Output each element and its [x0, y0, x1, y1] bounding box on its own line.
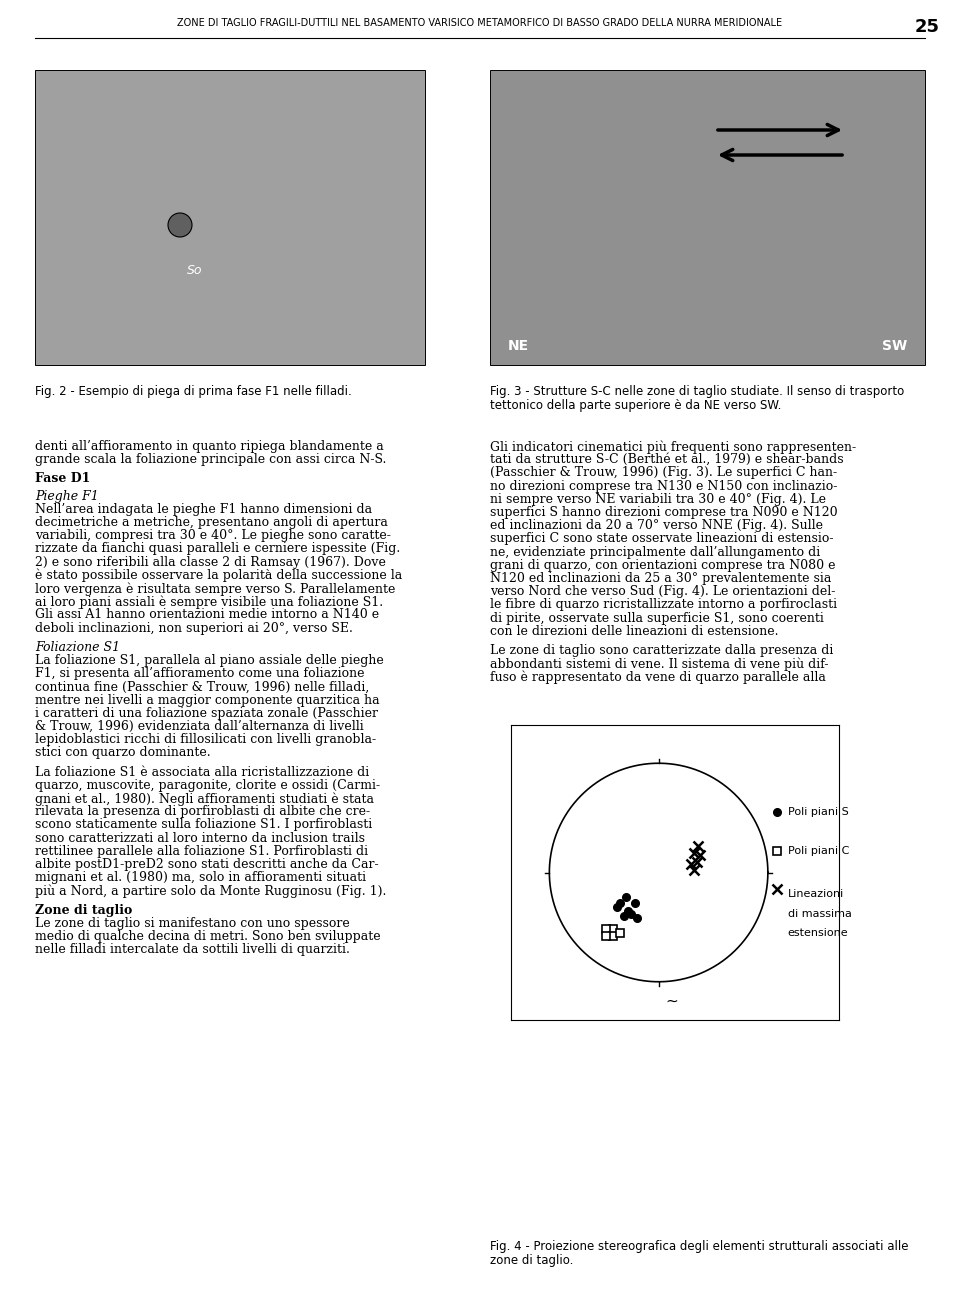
- Text: ni sempre verso NE variabili tra 30 e 40° (Fig. 4). Le: ni sempre verso NE variabili tra 30 e 40…: [490, 493, 826, 506]
- Text: decimetriche a metriche, presentano angoli di apertura: decimetriche a metriche, presentano ango…: [35, 516, 388, 529]
- Text: stici con quarzo dominante.: stici con quarzo dominante.: [35, 746, 210, 759]
- Text: 25: 25: [915, 18, 940, 37]
- Text: verso Nord che verso Sud (Fig. 4). Le orientazioni del-: verso Nord che verso Sud (Fig. 4). Le or…: [490, 586, 835, 599]
- Text: Pieghe F1: Pieghe F1: [35, 490, 99, 503]
- Text: Gli indicatori cinematici più frequenti sono rappresenten-: Gli indicatori cinematici più frequenti …: [490, 440, 856, 454]
- Text: La foliazione S1 è associata alla ricristallizzazione di: La foliazione S1 è associata alla ricris…: [35, 766, 370, 779]
- Text: N120 ed inclinazioni da 25 a 30° prevalentemente sia: N120 ed inclinazioni da 25 a 30° prevale…: [490, 572, 831, 586]
- Text: più a Nord, a partire solo da Monte Rugginosu (Fig. 1).: più a Nord, a partire solo da Monte Rugg…: [35, 885, 386, 898]
- Text: nelle filladi intercalate da sottili livelli di quarziti.: nelle filladi intercalate da sottili liv…: [35, 944, 349, 957]
- Text: (Passchier & Trouw, 1996) (Fig. 3). Le superfici C han-: (Passchier & Trouw, 1996) (Fig. 3). Le s…: [490, 467, 837, 480]
- Text: rettilinee parallele alla foliazione S1. Porfiroblasti di: rettilinee parallele alla foliazione S1.…: [35, 844, 368, 857]
- Text: Le zone di taglio sono caratterizzate dalla presenza di: Le zone di taglio sono caratterizzate da…: [490, 644, 833, 657]
- Text: fuso è rappresentato da vene di quarzo parallele alla: fuso è rappresentato da vene di quarzo p…: [490, 670, 826, 684]
- Text: medio di qualche decina di metri. Sono ben sviluppate: medio di qualche decina di metri. Sono b…: [35, 931, 380, 942]
- Text: Fig. 4 - Proiezione stereografica degli elementi strutturali associati alle: Fig. 4 - Proiezione stereografica degli …: [490, 1240, 908, 1253]
- Text: 2) e sono riferibili alla classe 2 di Ramsay (1967). Dove: 2) e sono riferibili alla classe 2 di Ra…: [35, 555, 386, 569]
- Text: scono staticamente sulla foliazione S1. I porfiroblasti: scono staticamente sulla foliazione S1. …: [35, 818, 372, 831]
- Text: superfici S hanno direzioni comprese tra N090 e N120: superfici S hanno direzioni comprese tra…: [490, 506, 838, 519]
- Text: La foliazione S1, parallela al piano assiale delle pieghe: La foliazione S1, parallela al piano ass…: [35, 654, 384, 667]
- Text: Foliazione S1: Foliazione S1: [35, 640, 120, 654]
- Text: zone di taglio.: zone di taglio.: [490, 1253, 573, 1266]
- Text: albite postD1-preD2 sono stati descritti anche da Car-: albite postD1-preD2 sono stati descritti…: [35, 857, 378, 870]
- Text: ZONE DI TAGLIO FRAGILI-DUTTILI NEL BASAMENTO VARISICO METAMORFICO DI BASSO GRADO: ZONE DI TAGLIO FRAGILI-DUTTILI NEL BASAM…: [178, 18, 782, 27]
- Bar: [490, 71, 925, 365]
- Text: ne, evidenziate principalmente dall’allungamento di: ne, evidenziate principalmente dall’allu…: [490, 545, 820, 558]
- Text: mentre nei livelli a maggior componente quarzitica ha: mentre nei livelli a maggior componente …: [35, 694, 379, 707]
- Text: Le zone di taglio si manifestano con uno spessore: Le zone di taglio si manifestano con uno…: [35, 916, 349, 929]
- Text: è stato possibile osservare la polarità della successione la: è stato possibile osservare la polarità …: [35, 569, 402, 583]
- Text: NE: NE: [508, 339, 529, 353]
- Text: Poli piani S: Poli piani S: [787, 808, 849, 817]
- Text: quarzo, muscovite, paragonite, clorite e ossidi (Carmi-: quarzo, muscovite, paragonite, clorite e…: [35, 779, 380, 792]
- Text: Fase D1: Fase D1: [35, 472, 90, 485]
- Text: Poli piani C: Poli piani C: [787, 846, 849, 856]
- Bar: [35, 71, 425, 365]
- Text: i caratteri di una foliazione spaziata zonale (Passchier: i caratteri di una foliazione spaziata z…: [35, 707, 378, 720]
- Text: le fibre di quarzo ricristallizzate intorno a porfiroclasti: le fibre di quarzo ricristallizzate into…: [490, 599, 837, 612]
- Text: rilevata la presenza di porfiroblasti di albite che cre-: rilevata la presenza di porfiroblasti di…: [35, 805, 371, 818]
- Text: Gli assi A1 hanno orientazioni medie intorno a N140 e: Gli assi A1 hanno orientazioni medie int…: [35, 608, 379, 621]
- Text: continua fine (Passchier & Trouw, 1996) nelle filladi,: continua fine (Passchier & Trouw, 1996) …: [35, 681, 370, 694]
- Text: F1, si presenta all’affioramento come una foliazione: F1, si presenta all’affioramento come un…: [35, 667, 365, 680]
- Text: superfici C sono state osservate lineazioni di estensio-: superfici C sono state osservate lineazi…: [490, 532, 833, 545]
- Text: di massima: di massima: [787, 908, 852, 919]
- Text: Zone di taglio: Zone di taglio: [35, 903, 132, 916]
- Text: estensione: estensione: [787, 928, 849, 938]
- Text: SW: SW: [881, 339, 907, 353]
- Text: lepidoblastici ricchi di fillosilicati con livelli granobla-: lepidoblastici ricchi di fillosilicati c…: [35, 733, 376, 746]
- Text: mignani et al. (1980) ma, solo in affioramenti situati: mignani et al. (1980) ma, solo in affior…: [35, 872, 366, 885]
- Text: Fig. 2 - Esempio di piega di prima fase F1 nelle filladi.: Fig. 2 - Esempio di piega di prima fase …: [35, 386, 351, 399]
- Text: denti all’affioramento in quanto ripiega blandamente a: denti all’affioramento in quanto ripiega…: [35, 440, 384, 454]
- Text: di pirite, osservate sulla superficie S1, sono coerenti: di pirite, osservate sulla superficie S1…: [490, 612, 824, 625]
- Text: no direzioni comprese tra N130 e N150 con inclinazio-: no direzioni comprese tra N130 e N150 co…: [490, 480, 837, 493]
- Text: ed inclinazioni da 20 a 70° verso NNE (Fig. 4). Sulle: ed inclinazioni da 20 a 70° verso NNE (F…: [490, 519, 823, 532]
- Text: ai loro piani assiali è sempre visibile una foliazione S1.: ai loro piani assiali è sempre visibile …: [35, 595, 383, 609]
- Text: grani di quarzo, con orientazioni comprese tra N080 e: grani di quarzo, con orientazioni compre…: [490, 559, 835, 571]
- Text: loro vergenza è risultata sempre verso S. Parallelamente: loro vergenza è risultata sempre verso S…: [35, 582, 396, 596]
- Circle shape: [168, 213, 192, 237]
- Text: ∼: ∼: [665, 993, 678, 1009]
- Text: Nell’area indagata le pieghe F1 hanno dimensioni da: Nell’area indagata le pieghe F1 hanno di…: [35, 503, 372, 516]
- Text: grande scala la foliazione principale con assi circa N-S.: grande scala la foliazione principale co…: [35, 454, 386, 467]
- Text: So: So: [187, 264, 203, 277]
- Text: rizzate da fianchi quasi paralleli e cerniere ispessite (Fig.: rizzate da fianchi quasi paralleli e cer…: [35, 542, 400, 555]
- Text: abbondanti sistemi di vene. Il sistema di vene più dif-: abbondanti sistemi di vene. Il sistema d…: [490, 657, 828, 670]
- Text: variabili, compresi tra 30 e 40°. Le pieghe sono caratte-: variabili, compresi tra 30 e 40°. Le pie…: [35, 529, 391, 542]
- Text: gnani et al., 1980). Negli affioramenti studiati è stata: gnani et al., 1980). Negli affioramenti …: [35, 792, 374, 805]
- Text: con le direzioni delle lineazioni di estensione.: con le direzioni delle lineazioni di est…: [490, 625, 779, 638]
- Text: Lineazioni: Lineazioni: [787, 889, 844, 899]
- Text: tati da strutture S-C (Berthé et al., 1979) e shear-bands: tati da strutture S-C (Berthé et al., 19…: [490, 454, 844, 467]
- Text: tettonico della parte superiore è da NE verso SW.: tettonico della parte superiore è da NE …: [490, 399, 781, 412]
- Text: sono caratterizzati al loro interno da inclusion trails: sono caratterizzati al loro interno da i…: [35, 831, 365, 844]
- Text: & Trouw, 1996) evidenziata dall’alternanza di livelli: & Trouw, 1996) evidenziata dall’alternan…: [35, 720, 364, 733]
- Text: Fig. 3 - Strutture S-C nelle zone di taglio studiate. Il senso di trasporto: Fig. 3 - Strutture S-C nelle zone di tag…: [490, 386, 904, 399]
- Text: deboli inclinazioni, non superiori ai 20°, verso SE.: deboli inclinazioni, non superiori ai 20…: [35, 622, 353, 635]
